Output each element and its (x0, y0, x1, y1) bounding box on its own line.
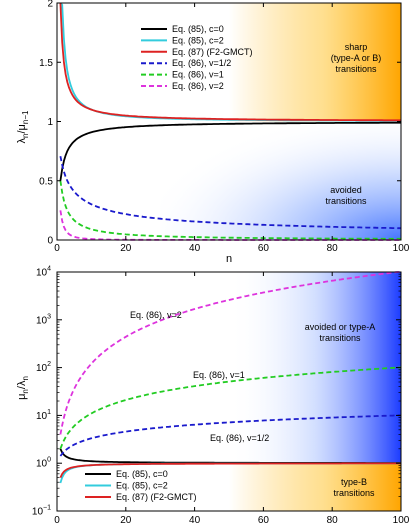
top-y-tick-label: 1.5 (39, 58, 53, 69)
bottom-x-tick-label: 0 (54, 515, 60, 526)
sharp-transitions-label: sharp (345, 42, 368, 52)
top-x-tick-label: 20 (120, 243, 132, 254)
top-y-tick-label: 2 (47, 0, 53, 10)
bottom-y-tick-label: 100 (36, 457, 51, 470)
bottom-x-tick-label: 80 (327, 515, 339, 526)
bottom-x-tick-label: 40 (189, 515, 201, 526)
bottom-y-tick-label: 101 (36, 409, 51, 422)
avoided-or-type-a-label: avoided or type-A (305, 322, 376, 332)
top-x-tick-label: 80 (327, 243, 339, 254)
sharp-transitions-label: (type-A or B) (331, 53, 382, 63)
curve-label: Eq. (86), v=2 (130, 310, 182, 320)
bottom-x-tick-label: 100 (393, 515, 409, 526)
bottom-x-tick-label: 20 (120, 515, 132, 526)
avoided-region-shading (160, 122, 401, 241)
type-b-label: type-B (341, 477, 367, 487)
top-x-tick-label: 0 (54, 243, 60, 254)
top-y-tick-label: 1 (47, 117, 53, 128)
top-x-axis-title: n (226, 253, 232, 265)
bottom-y-tick-label: 103 (36, 313, 51, 326)
bottom-y-tick-label: 102 (36, 361, 51, 374)
bottom-y-tick-label: 10−1 (32, 505, 51, 518)
top-legend-label: Eq. (85), c=2 (172, 35, 224, 45)
avoided-transitions-label: transitions (325, 196, 367, 206)
type-b-label: transitions (333, 488, 375, 498)
top-legend-label: Eq. (86), v=1/2 (172, 58, 231, 68)
type-b-region-shading (229, 463, 401, 511)
bottom-legend-label: Eq. (87) (F2-GMCT) (116, 492, 197, 502)
bottom-legend-label: Eq. (85), c=2 (116, 481, 168, 491)
bottom-panel-shading (229, 272, 401, 511)
bottom-x-tick-label: 60 (258, 515, 270, 526)
bottom-legend-label: Eq. (85), c=0 (116, 469, 168, 479)
bottom-panel: 0 20 40 60 80 100 10−1 100 101 102 103 104 Eq. (85)… (16, 266, 409, 527)
top-legend-label: Eq. (86), v=2 (172, 81, 224, 91)
avoided-transitions-label: avoided (330, 185, 362, 195)
curve-label: Eq. (86), v=1 (193, 370, 245, 380)
top-y-tick-label: 0 (47, 236, 53, 247)
bottom-panel-legend: Eq. (85), c=0 Eq. (85), c=2Eq. (87) (F2-G… (85, 469, 197, 502)
top-x-tick-label: 100 (393, 243, 409, 254)
bottom-y-tick-label: 104 (36, 266, 51, 279)
top-y-tick-label: 0.5 (39, 176, 53, 187)
bottom-y-axis-title: μn/λn (16, 376, 30, 400)
avoided-or-type-a-label: transitions (319, 333, 361, 343)
sharp-transitions-label: transitions (335, 64, 377, 74)
top-legend-label: Eq. (86), v=1 (172, 70, 224, 80)
curve-label: Eq. (86), v=1/2 (210, 433, 269, 443)
top-x-tick-label: 40 (189, 243, 201, 254)
top-legend-label: Eq. (87) (F2-GMCT) (172, 47, 253, 57)
top-y-axis-title: λn/μn−1 (16, 110, 30, 143)
top-legend-label: Eq. (85), c=0 (172, 24, 224, 34)
top-x-tick-label: 60 (258, 243, 270, 254)
